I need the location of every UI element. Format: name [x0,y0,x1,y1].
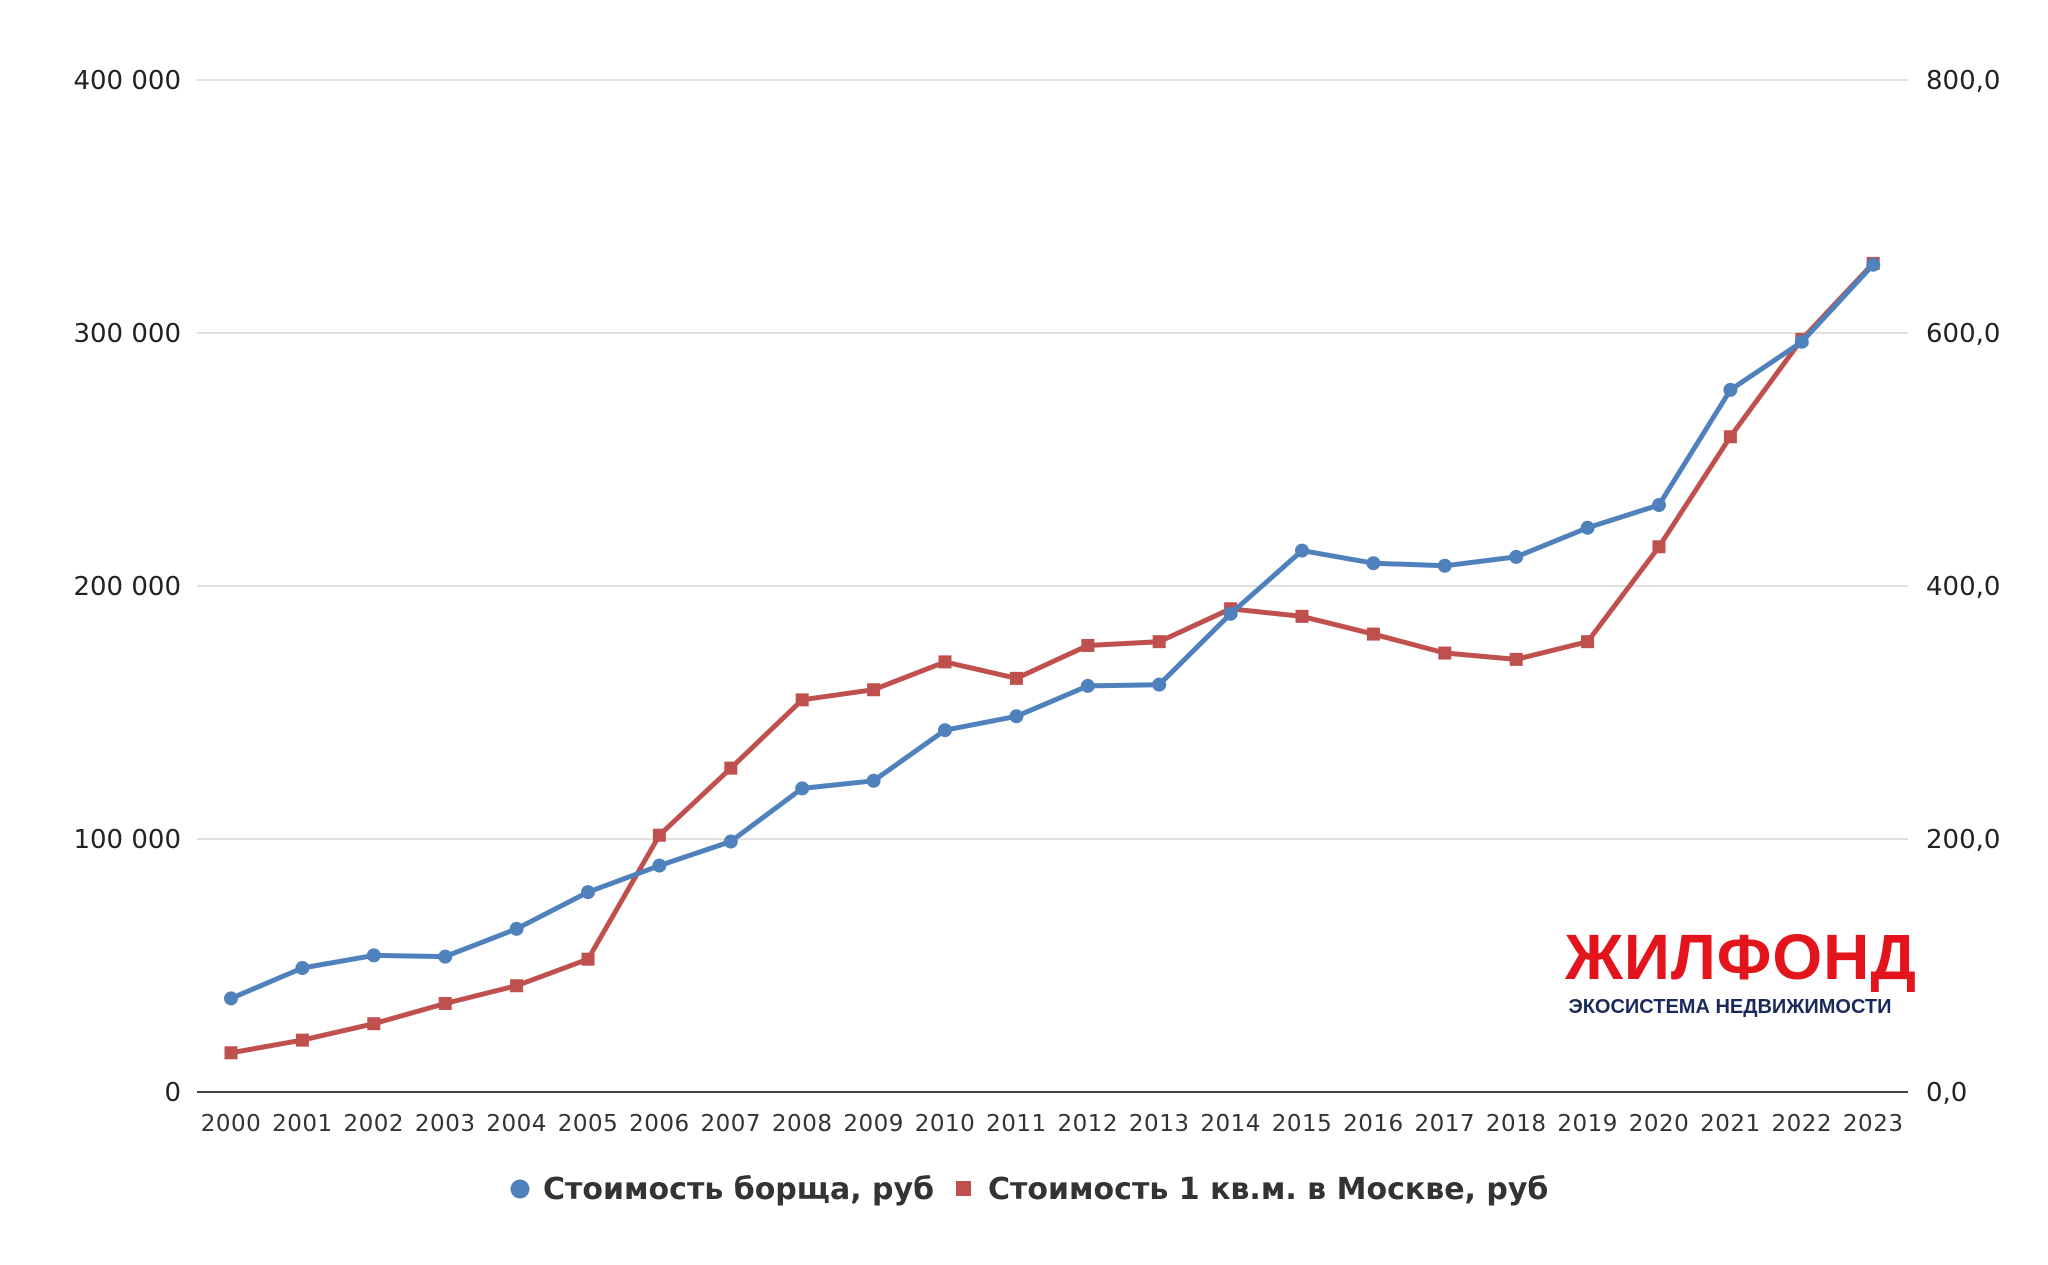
data-point [1652,498,1666,513]
data-point [224,1046,238,1060]
gridlines [197,79,1908,840]
x-tick-label: 2000 [201,1111,262,1137]
data-point [867,683,881,697]
data-point [1366,556,1381,571]
x-tick-label: 2022 [1772,1111,1833,1137]
data-point [581,952,595,966]
x-tick-label: 2001 [272,1111,333,1137]
data-point [795,781,810,796]
data-point [295,1033,309,1047]
data-point [581,885,595,900]
series-layer [224,256,1881,1060]
left-y-tick-label: 400 000 [73,66,181,96]
x-tick-label: 2019 [1557,1111,1618,1137]
legend-label-borsch: Стоимость борща, руб [543,1172,934,1207]
x-tick-label: 2005 [558,1111,619,1137]
data-point [1223,606,1238,621]
data-point [866,773,881,788]
legend-marker-sqm [956,1181,971,1196]
data-point [938,723,952,738]
x-tick-label: 2021 [1700,1111,1761,1137]
x-tick-label: 2007 [701,1111,762,1137]
data-point [1794,334,1809,349]
left-y-tick-label: 200 000 [73,572,181,602]
data-point [723,834,738,849]
series-borsch-cost [224,257,1881,1006]
x-tick-label: 2014 [1200,1111,1261,1137]
data-point [509,921,524,936]
left-y-tick-label: 100 000 [73,825,181,855]
data-point [1723,430,1737,444]
series-line [228,260,1876,1056]
data-point [652,828,666,842]
right-y-tick-label: 0,0 [1926,1078,1967,1108]
data-point [224,991,238,1006]
data-point [1009,709,1024,724]
right-y-axis: 0,0 200,0 400,0 600,0 800,0 [1926,66,2000,1108]
data-point [1009,671,1023,685]
data-point [1437,558,1452,573]
left-y-axis: 0 100 000 200 000 300 000 400 000 [73,66,181,1108]
data-point [795,693,809,707]
series-line [228,262,1876,1001]
data-point [652,858,667,873]
x-tick-label: 2010 [915,1111,976,1137]
x-tick-label: 2017 [1415,1111,1476,1137]
data-point [1080,678,1095,693]
x-tick-label: 2006 [629,1111,690,1137]
data-point [1509,549,1524,564]
data-point [1509,652,1523,666]
left-y-tick-label: 300 000 [73,319,181,349]
data-point [1081,638,1095,652]
x-tick-label: 2008 [772,1111,833,1137]
data-point [510,979,524,993]
right-y-tick-label: 600,0 [1926,319,2000,349]
series-sqm-price [224,256,1880,1060]
data-point [438,996,452,1010]
data-point [938,655,952,669]
x-tick-label: 2018 [1486,1111,1547,1137]
brand-name: ЖИЛФОНД [1565,921,1917,993]
brand-logo: ЖИЛФОНД ЭКОСИСТЕМА НЕДВИЖИМОСТИ [1565,921,1917,1019]
legend-marker-borsch [510,1179,530,1199]
data-point [724,761,738,775]
right-y-tick-label: 400,0 [1926,572,2000,602]
x-tick-label: 2004 [486,1111,547,1137]
data-point [1580,520,1595,535]
data-point [1152,677,1167,692]
data-point [366,948,381,963]
x-axis: 2000 2001 2002 2003 2004 2005 2006 2007 2008 2009… [197,1091,1908,1137]
x-tick-label: 2023 [1843,1111,1904,1137]
legend: Стоимость борща, руб Стоимость 1 кв.м. в … [510,1172,1548,1207]
data-point [1652,540,1666,554]
x-tick-label: 2012 [1058,1111,1119,1137]
data-point [1366,627,1380,641]
data-point [1723,382,1738,397]
left-y-tick-label: 0 [164,1078,181,1108]
x-tick-label: 2011 [986,1111,1047,1137]
data-point [438,949,453,964]
data-point [1866,257,1881,272]
data-point [1581,635,1595,649]
right-y-tick-label: 800,0 [1926,66,2000,96]
data-point [1152,635,1166,649]
data-point [1438,646,1452,660]
x-tick-label: 2020 [1629,1111,1690,1137]
data-point [1295,609,1309,623]
brand-tagline: ЭКОСИСТЕМА НЕДВИЖИМОСТИ [1568,996,1892,1018]
right-y-tick-label: 200,0 [1926,825,2000,855]
data-point [367,1017,381,1031]
x-tick-label: 2016 [1343,1111,1404,1137]
x-tick-label: 2015 [1272,1111,1333,1137]
x-tick-label: 2009 [843,1111,904,1137]
data-point [295,961,310,976]
data-point [1295,543,1309,558]
legend-label-sqm: Стоимость 1 кв.м. в Москве, руб [988,1172,1548,1207]
x-tick-label: 2013 [1129,1111,1190,1137]
x-tick-label: 2002 [344,1111,405,1137]
x-tick-label: 2003 [415,1111,476,1137]
